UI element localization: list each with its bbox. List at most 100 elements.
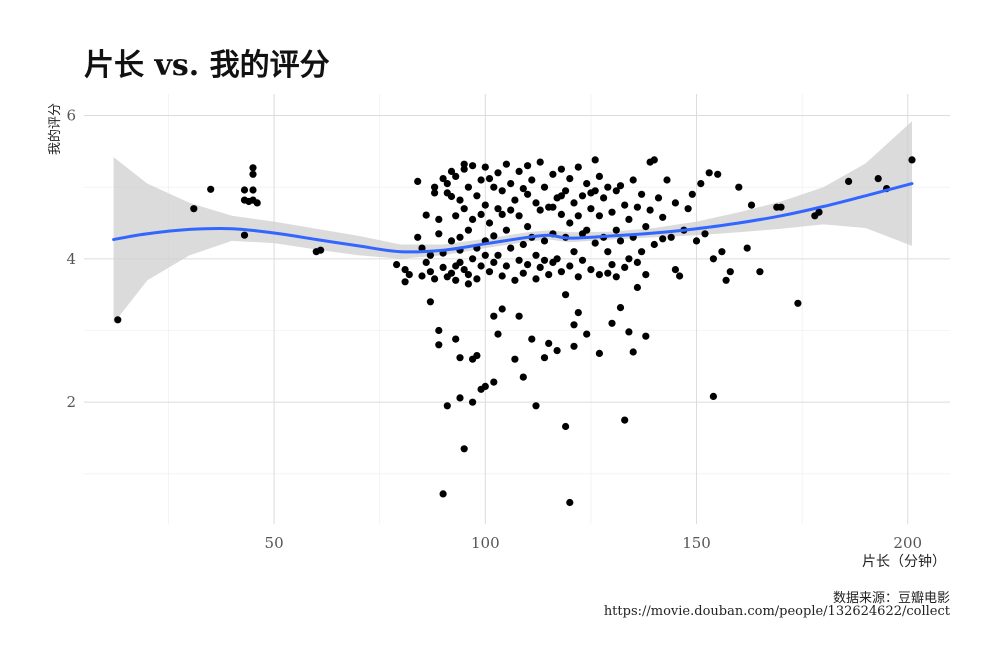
smooth-trend-line	[112, 182, 914, 254]
data-point	[574, 309, 582, 317]
data-point	[557, 165, 566, 173]
data-point	[743, 244, 751, 252]
data-point	[464, 183, 472, 191]
data-point	[642, 271, 650, 279]
data-point	[469, 215, 477, 223]
data-point	[667, 233, 675, 241]
data-point	[625, 255, 633, 263]
data-point	[519, 269, 527, 277]
data-point	[401, 266, 409, 274]
data-point	[659, 235, 667, 243]
data-point	[502, 226, 510, 234]
data-point	[498, 272, 506, 280]
data-point	[671, 266, 680, 274]
data-point	[511, 196, 519, 204]
data-point	[447, 269, 456, 277]
confidence-band	[113, 121, 913, 324]
y-tick-label: 2	[66, 393, 76, 411]
data-point	[747, 201, 756, 209]
data-point	[570, 342, 578, 350]
data-point	[464, 271, 472, 279]
data-point	[426, 298, 434, 306]
data-point	[540, 354, 549, 362]
data-point	[629, 176, 637, 184]
data-point	[612, 273, 620, 281]
data-point	[756, 268, 764, 276]
data-point	[600, 194, 608, 202]
data-point	[490, 183, 498, 191]
data-point	[578, 192, 587, 200]
data-point	[524, 190, 532, 198]
data-point	[460, 165, 468, 173]
data-point	[490, 378, 498, 386]
data-point	[684, 205, 692, 213]
data-point	[595, 172, 604, 180]
data-point	[443, 189, 451, 197]
data-point	[481, 251, 489, 259]
data-point	[490, 258, 498, 266]
data-point	[562, 422, 570, 431]
data-point	[405, 271, 413, 279]
data-point	[621, 201, 629, 209]
tick-labels: 50 100 150 200 2 4 6	[66, 107, 922, 553]
data-point	[519, 240, 527, 249]
caption-source: 数据来源：豆瓣电影	[832, 591, 950, 606]
data-point	[418, 244, 426, 252]
data-point	[650, 156, 658, 164]
data-point	[401, 278, 409, 286]
data-point	[519, 185, 527, 193]
data-point	[452, 172, 460, 180]
data-point	[460, 205, 468, 213]
data-point	[566, 175, 574, 183]
data-point	[625, 215, 633, 223]
data-point	[456, 258, 464, 266]
data-point	[591, 239, 599, 247]
data-point	[532, 251, 540, 259]
data-point	[431, 189, 439, 197]
data-point	[692, 237, 701, 245]
data-point	[473, 192, 481, 200]
data-point	[633, 258, 642, 266]
data-point	[595, 271, 604, 279]
data-point	[490, 312, 498, 320]
data-point	[498, 305, 506, 313]
data-point	[570, 321, 578, 329]
data-point	[566, 262, 574, 270]
data-point	[642, 223, 650, 231]
data-point	[612, 187, 620, 195]
data-point	[642, 332, 650, 340]
data-point	[540, 256, 549, 264]
data-point	[625, 328, 633, 336]
data-point	[502, 160, 510, 168]
data-point	[490, 232, 498, 240]
data-point	[460, 445, 468, 453]
data-point	[426, 268, 434, 276]
data-point	[536, 158, 544, 166]
data-point	[477, 210, 485, 218]
data-point	[616, 304, 625, 312]
chart-title: 片长 vs. 我的评分	[84, 48, 330, 83]
data-point	[469, 162, 477, 170]
data-point	[874, 175, 882, 183]
data-point	[414, 177, 422, 185]
data-point	[562, 291, 570, 299]
data-point	[414, 233, 422, 241]
minor-gridlines	[84, 94, 950, 524]
data-point	[460, 266, 468, 274]
data-point	[477, 176, 485, 184]
data-point	[726, 268, 734, 276]
data-point	[469, 398, 477, 406]
data-point	[638, 190, 646, 198]
data-point	[481, 382, 489, 390]
data-point	[676, 272, 684, 280]
data-point	[591, 156, 599, 164]
data-point	[595, 349, 604, 357]
data-point	[587, 266, 595, 274]
data-point	[663, 176, 671, 184]
data-point	[557, 268, 566, 276]
data-point	[426, 251, 434, 259]
data-point	[595, 212, 604, 220]
data-point	[435, 230, 443, 238]
data-point	[549, 170, 557, 178]
data-point	[777, 203, 785, 211]
